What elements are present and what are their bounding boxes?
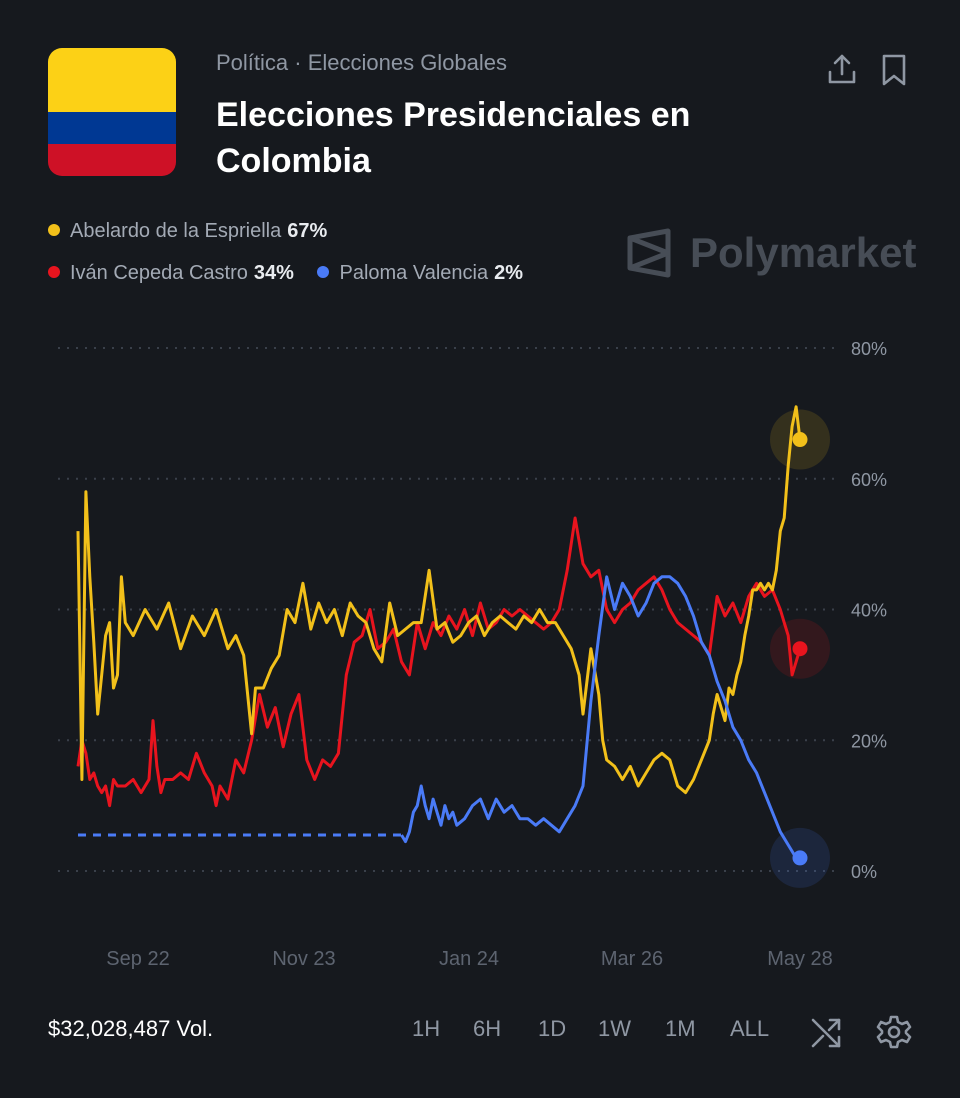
series-end-marker xyxy=(792,641,808,657)
flag-stripe-red xyxy=(48,144,176,176)
flag-stripe-blue xyxy=(48,112,176,144)
gear-icon[interactable] xyxy=(874,1012,914,1052)
bookmark-icon[interactable] xyxy=(874,50,914,90)
shuffle-icon[interactable] xyxy=(806,1012,846,1052)
x-tick-label: Jan 24 xyxy=(439,948,499,970)
legend-item: Abelardo de la Espriella 67% xyxy=(48,220,327,243)
legend-dot xyxy=(317,266,330,278)
range-all-button[interactable]: ALL xyxy=(730,1016,770,1041)
legend-dot xyxy=(48,266,60,278)
watermark-text: Polymarket xyxy=(690,229,917,276)
series-line xyxy=(76,516,802,808)
x-tick-label: May 28 xyxy=(767,948,833,970)
legend-label: Paloma Valencia xyxy=(339,262,489,284)
y-tick-label: 40% xyxy=(851,601,887,621)
series-line xyxy=(400,575,800,860)
page-title: Elecciones Presidenciales en Colombia xyxy=(216,96,691,180)
legend-item: Iván Cepeda Castro 34% xyxy=(48,262,294,285)
legend-value: 2% xyxy=(494,262,523,284)
polymarket-watermark: Polymarket xyxy=(626,226,916,280)
range-1h-button[interactable]: 1H xyxy=(412,1016,441,1041)
range-6h-button[interactable]: 6H xyxy=(473,1016,502,1041)
x-tick-label: Sep 22 xyxy=(106,948,169,970)
legend-value: 34% xyxy=(253,262,294,284)
legend-label: Iván Cepeda Castro xyxy=(70,262,248,284)
legend-row-2: Iván Cepeda Castro 34% Paloma Valencia 2% xyxy=(48,262,541,285)
series-end-marker xyxy=(792,432,808,448)
breadcrumb[interactable]: Política · Elecciones Globales xyxy=(216,50,508,75)
y-tick-label: 20% xyxy=(851,731,887,751)
y-tick-label: 0% xyxy=(851,862,877,882)
volume-label: $32,028,487 Vol. xyxy=(48,1016,214,1041)
series-end-marker xyxy=(792,850,808,866)
legend-item: Paloma Valencia 2% xyxy=(317,262,523,285)
range-1m-button[interactable]: 1M xyxy=(665,1016,696,1041)
y-tick-label: 60% xyxy=(851,470,887,490)
x-tick-label: Nov 23 xyxy=(272,948,335,970)
legend-label: Abelardo de la Espriella xyxy=(70,220,282,242)
range-1w-button[interactable]: 1W xyxy=(598,1016,631,1041)
legend-dot xyxy=(48,224,60,236)
series-line xyxy=(76,405,802,795)
polymarket-logo-icon xyxy=(627,228,671,278)
share-icon[interactable] xyxy=(822,50,862,90)
flag-stripe-yellow xyxy=(48,48,176,112)
legend-value: 67% xyxy=(287,220,328,242)
range-1d-button[interactable]: 1D xyxy=(538,1016,567,1041)
x-tick-label: Mar 26 xyxy=(601,948,663,970)
price-chart[interactable]: 0% 20% 40% 60% 80% Sep 22 Nov 23 Jan 24 Mar 26 M… xyxy=(0,320,960,980)
y-tick-label: 80% xyxy=(851,339,887,359)
country-flag xyxy=(48,48,176,176)
legend-row-1: Abelardo de la Espriella 67% xyxy=(48,220,345,243)
